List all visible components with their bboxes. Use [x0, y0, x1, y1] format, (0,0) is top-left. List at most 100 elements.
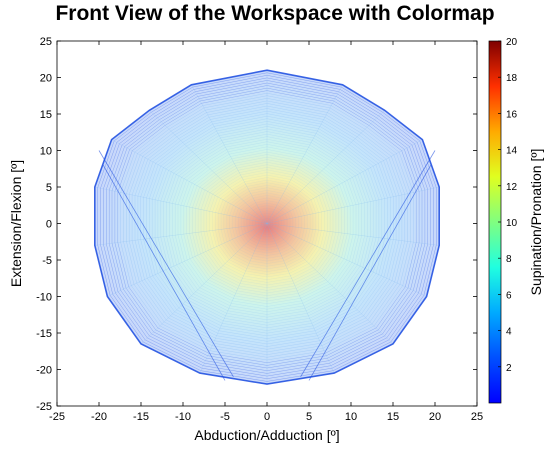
x-tick-label: -5 [220, 411, 230, 423]
y-axis-label: Extension/Flexion [º] [8, 160, 24, 287]
trajectory-curve [220, 182, 314, 267]
trajectory-curve [209, 172, 325, 278]
trajectory-curve [163, 131, 371, 321]
x-tick-label: 25 [471, 411, 483, 423]
trajectory-curve [166, 133, 368, 318]
trajectory-curve [226, 187, 308, 262]
trajectory-curve [223, 184, 311, 264]
x-tick-label: -20 [91, 411, 107, 423]
x-tick-label: 5 [306, 411, 312, 423]
trajectory-curve [261, 218, 273, 230]
trajectory-curve [215, 177, 319, 272]
trajectory-curve [258, 215, 276, 232]
trajectory-curve [263, 220, 271, 227]
trajectory-ray [107, 223, 268, 297]
trajectory-ray [266, 110, 385, 224]
trajectory-curve [103, 77, 431, 377]
trajectory-curve [154, 123, 380, 329]
trajectory-curve [192, 156, 342, 294]
trajectory-curve [97, 72, 437, 382]
colorbar-tick-label: 6 [506, 290, 512, 301]
trajectory-curve [197, 161, 337, 288]
y-tick-label: -10 [36, 292, 52, 304]
trajectory-curve [157, 126, 377, 326]
trajectory-ray [266, 139, 423, 224]
trajectory-diagonal [102, 164, 226, 381]
trajectory-curve [203, 167, 331, 283]
colorbar-tick-label: 18 [506, 73, 518, 84]
trajectory-curve [177, 144, 357, 307]
colorbar-tick-label: 8 [506, 254, 512, 265]
trajectory-curve [160, 128, 374, 323]
axes: -25 -20 -15 -10 -5 0 5 10 15 20 25 -25 -20 -15 -10 -5 0 5… [8, 36, 483, 443]
colorbar-tick-label: 10 [506, 218, 518, 229]
trajectory-curve [200, 164, 334, 286]
colorbar-tick-label: 4 [506, 327, 512, 338]
trajectory-curve [229, 190, 305, 259]
colorbar-tick-label: 2 [506, 363, 512, 374]
trajectory-curve [140, 110, 394, 342]
colorbar-tick-label: 16 [506, 109, 518, 120]
trajectory-curve [151, 121, 383, 331]
trajectory-curve [108, 82, 426, 371]
y-tick-label: -5 [42, 255, 52, 267]
trajectory-ray [199, 223, 268, 374]
x-axis-label: Abduction/Adduction [º] [194, 427, 339, 443]
x-tick-label: 0 [264, 411, 270, 423]
trajectory-curve [126, 98, 408, 355]
y-tick-label: 15 [40, 109, 52, 121]
trajectory-curve [189, 154, 345, 297]
trajectory-curve [238, 197, 296, 251]
trajectory-ray [266, 84, 343, 224]
y-tick-label: 0 [46, 219, 52, 231]
trajectory-curve [149, 118, 385, 334]
x-tick-label: -15 [133, 411, 149, 423]
trajectory-curve [235, 195, 299, 254]
trajectory-curve [117, 90, 417, 363]
workspace-boundary [94, 69, 441, 385]
trajectory-ray [266, 223, 440, 246]
trajectory-curve [137, 108, 397, 345]
trajectory-curve [195, 159, 340, 291]
trajectory-curve [240, 200, 294, 248]
trajectory-ray [266, 223, 394, 345]
trajectory-curve [146, 115, 388, 337]
workspace-fill [94, 70, 440, 385]
trajectory-diagonal [300, 150, 436, 378]
trajectory-diagonal [308, 164, 432, 381]
y-tick-label: -25 [36, 401, 52, 413]
colorbar-label: Supination/Pronation [º] [528, 149, 544, 296]
trajectory-curve [174, 141, 360, 310]
trajectory-ray [191, 84, 268, 224]
trajectory-curve [134, 105, 400, 347]
trajectory-ray [94, 186, 268, 224]
trajectory-curve [180, 146, 354, 305]
trajectory-ray [94, 223, 268, 246]
trajectory-curve [217, 179, 317, 270]
x-tick-label: -10 [175, 411, 191, 423]
trajectory-ray [140, 223, 268, 345]
trajectory-curve [246, 205, 288, 243]
workspace-group [94, 69, 441, 385]
trajectory-curve [172, 138, 362, 313]
trajectory-ray [111, 139, 268, 224]
trajectory-curve [120, 92, 414, 361]
y-tick-label: 20 [40, 73, 52, 85]
trajectory-curve [111, 85, 423, 369]
x-tick-label: 10 [345, 411, 357, 423]
y-tick-label: 5 [46, 182, 52, 194]
trajectory-curve [143, 113, 391, 339]
y-tick-label: -20 [36, 365, 52, 377]
x-tick-label: 20 [429, 411, 441, 423]
y-tick-label: 10 [40, 146, 52, 158]
trajectory-curve [252, 210, 282, 238]
trajectory-diagonal [98, 150, 234, 378]
trajectory-curve [114, 87, 420, 366]
plot-area [94, 69, 441, 385]
x-tick-label: 15 [387, 411, 399, 423]
trajectory-curve [255, 213, 279, 235]
colorbar-tick-label: 20 [506, 37, 518, 48]
trajectory-curve [183, 149, 351, 302]
